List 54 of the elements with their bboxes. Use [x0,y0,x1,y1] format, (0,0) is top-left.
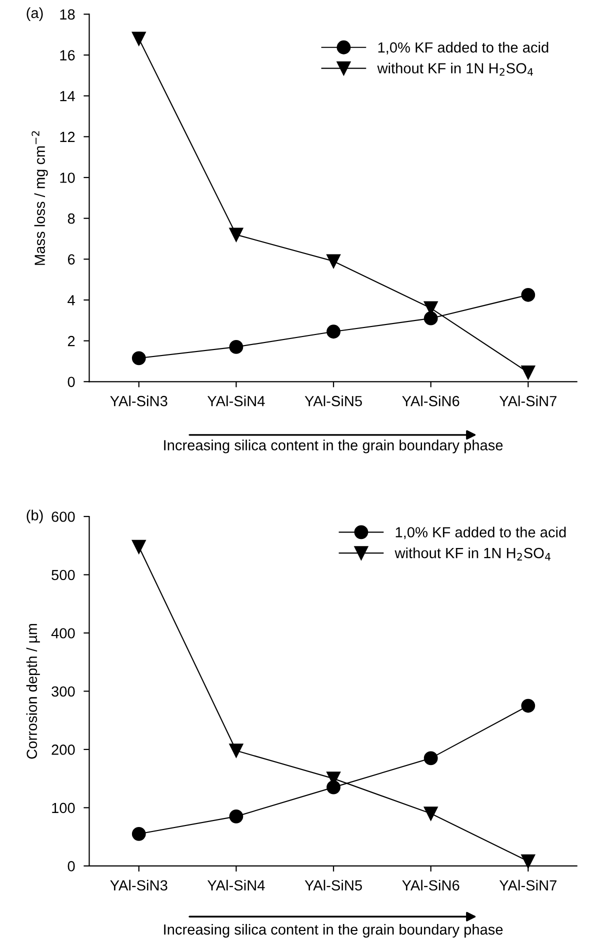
y-tick-label: 2 [68,336,75,346]
legend-label: without KF in 1N H$_{2}$SO$_{4}$ [377,62,533,76]
x-tick-label: YAl-SiN7 [499,396,556,406]
point [326,254,340,268]
y-tick-label: 500 [52,570,75,580]
chart-title: (b) [26,510,43,524]
y-tick-label: 8 [68,213,75,224]
point [521,854,536,868]
point [132,826,146,841]
x-axis-title: Increasing silica content in the grain boundary phase [164,924,503,938]
point [424,806,438,820]
x-tick-label: YAl-SiN3 [110,880,168,891]
x-tick-label: YAl-SiN7 [499,880,556,891]
y-tick-label: 4 [68,295,75,306]
y-tick-label: 0 [68,376,75,388]
point [229,809,244,824]
point [326,324,340,339]
y-tick-label: 0 [68,861,75,872]
x-tick-label: YAl-SiN6 [402,396,460,406]
y-tick-label: 6 [68,254,75,265]
x-tick-label: YAl-SiN5 [304,396,362,406]
y-tick-label: 12 [60,132,75,142]
y-tick-label: 10 [60,172,75,183]
y-tick-label: 300 [52,686,75,697]
y-tick-label: 100 [52,802,75,814]
point [229,744,244,758]
y-axis-title: Corrosion depth / µm [26,624,40,759]
legend-label: 1,0% KF added to the acid [378,42,548,54]
point [132,351,146,366]
point [132,32,146,46]
point [229,340,244,354]
y-tick-label: 14 [60,91,75,102]
point [229,228,244,242]
x-tick-label: YAl-SiN6 [402,880,460,891]
y-tick-label: 400 [51,628,75,638]
x-tick-label: YAl-SiN3 [110,396,168,406]
y-tick-label: 16 [60,50,75,60]
y-axis-title: Mass loss / mg cm$^{−2}$ [32,131,48,265]
y-tick-label: 200 [52,744,75,755]
point [424,751,438,766]
chart-title: (a) [26,7,43,21]
x-tick-label: YAl-SiN5 [304,880,362,891]
point [521,288,536,302]
y-tick-label: 600 [52,512,75,522]
x-tick-label: YAl-SiN4 [207,880,265,891]
point [132,540,146,554]
point [424,311,438,326]
legend-label: without KF in 1N H$_{2}$SO$_{4}$ [394,548,550,560]
legend-label: 1,0% KF added to the acid [396,526,566,540]
x-tick-label: YAl-SiN4 [207,396,265,406]
point [521,698,536,713]
x-axis-title: Increasing silica content in the grain boundary phase [164,440,503,454]
y-tick-label: 18 [60,9,75,20]
point [521,366,536,380]
